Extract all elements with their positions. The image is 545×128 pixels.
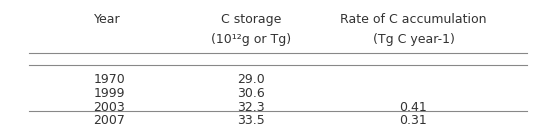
Text: 0.31: 0.31 [399,114,427,127]
Text: 0.41: 0.41 [399,101,427,114]
Text: 30.6: 30.6 [237,87,265,100]
Text: (Tg C year-1): (Tg C year-1) [373,33,455,46]
Text: 1999: 1999 [94,87,125,100]
Text: 32.3: 32.3 [237,101,265,114]
Text: (10¹²g or Tg): (10¹²g or Tg) [211,33,291,46]
Text: Rate of C accumulation: Rate of C accumulation [340,13,487,26]
Text: 2003: 2003 [94,101,125,114]
Text: 1970: 1970 [94,73,125,86]
Text: 29.0: 29.0 [237,73,265,86]
Text: 2007: 2007 [94,114,125,127]
Text: C storage: C storage [221,13,281,26]
Text: Year: Year [94,13,120,26]
Text: 33.5: 33.5 [237,114,265,127]
